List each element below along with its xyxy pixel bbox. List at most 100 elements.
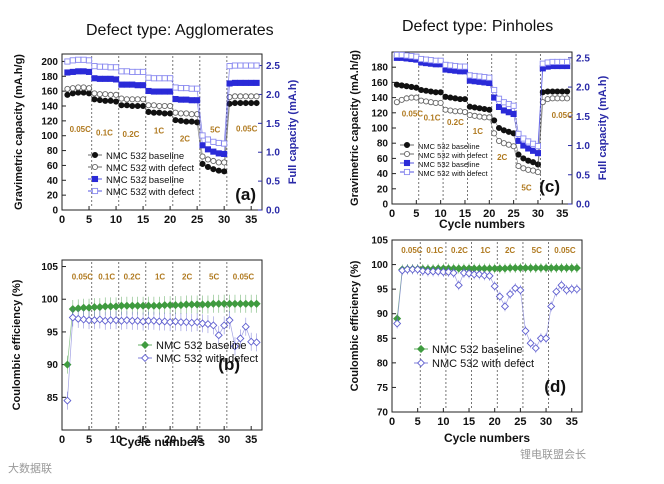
x-tick-label: 30 <box>218 214 230 226</box>
data-point <box>447 107 454 114</box>
data-point <box>107 64 114 71</box>
data-point <box>491 130 498 137</box>
watermark-left: 大数据联 <box>8 462 52 475</box>
x-tick-label: 5 <box>86 214 92 226</box>
data-point <box>247 299 256 308</box>
rate-label: 2C <box>182 273 192 282</box>
data-point <box>486 74 493 81</box>
data-point <box>534 169 541 176</box>
data-point <box>531 344 540 353</box>
data-point <box>182 300 191 309</box>
data-point <box>447 94 454 101</box>
data-point <box>75 68 82 75</box>
y-right-tick-label: 1.5 <box>266 119 280 130</box>
legend-marker <box>91 163 99 171</box>
data-point <box>134 102 141 110</box>
data-point <box>210 148 217 155</box>
rate-label: 0.2C <box>451 246 468 255</box>
legend-label: NMC 532 with defect <box>418 151 489 160</box>
y-right-tick-label: 2.5 <box>576 53 590 64</box>
y-tick-label: 95 <box>377 285 389 296</box>
data-point <box>68 313 77 322</box>
rate-label: 0.05C <box>72 273 94 282</box>
data-point <box>526 339 535 348</box>
data-point <box>525 166 532 173</box>
data-point <box>241 299 250 308</box>
data-point <box>134 82 141 89</box>
rate-label: 5C <box>210 126 220 135</box>
y-tick-label: 0 <box>382 200 388 211</box>
data-point <box>210 138 217 145</box>
data-point <box>437 57 444 64</box>
y-tick-label: 200 <box>41 57 58 68</box>
data-point <box>500 127 507 134</box>
data-point <box>134 68 141 75</box>
x-tick-label: 25 <box>191 214 203 226</box>
data-point <box>167 110 174 117</box>
data-point <box>85 68 93 75</box>
data-point <box>75 84 82 91</box>
data-point <box>79 315 88 324</box>
data-point <box>542 334 551 343</box>
data-point <box>230 299 240 308</box>
legend-label: NMC 532 baseline <box>106 175 184 186</box>
data-point <box>461 108 469 116</box>
plot-frame <box>391 239 583 413</box>
data-point <box>133 316 142 325</box>
data-point <box>167 88 174 95</box>
data-point <box>557 281 566 290</box>
rate-label: 0.05C <box>552 111 574 120</box>
data-point <box>248 93 255 100</box>
data-point <box>393 319 402 328</box>
y-tick-label: 70 <box>377 408 389 419</box>
data-point <box>188 97 195 104</box>
rate-label: 0.05C <box>554 246 576 255</box>
y-tick-label: 80 <box>47 146 59 157</box>
data-point <box>118 102 125 109</box>
rate-label: 1C <box>154 126 164 135</box>
data-point <box>107 91 114 98</box>
data-point <box>140 96 147 103</box>
rate-label: 1C <box>155 273 165 282</box>
plot-frame <box>61 53 263 211</box>
data-point <box>106 316 115 325</box>
y-right-tick-label: 1.0 <box>266 148 280 159</box>
rate-label: 0.1C <box>98 273 115 282</box>
data-point <box>167 102 174 110</box>
rate-label: 2C <box>497 153 507 162</box>
x-tick-label: 0 <box>389 416 395 428</box>
data-point <box>107 97 114 104</box>
data-point <box>393 99 400 106</box>
data-point <box>161 88 168 95</box>
data-point <box>471 112 478 119</box>
rate-label: 0.05C <box>70 125 92 134</box>
data-point <box>220 299 229 308</box>
rate-label: 0.05C <box>402 110 424 119</box>
data-point <box>140 68 147 75</box>
data-point <box>150 75 157 82</box>
y-tick-label: 90 <box>377 309 389 320</box>
y-tick-label: 180 <box>371 63 388 74</box>
data-point <box>486 106 493 113</box>
data-point <box>225 299 234 308</box>
data-point <box>161 102 168 110</box>
data-point <box>442 106 449 113</box>
x-tick-label: 15 <box>137 434 149 446</box>
data-point <box>480 271 489 280</box>
data-point <box>128 316 137 325</box>
x-tick-label: 20 <box>483 208 495 220</box>
data-point <box>199 153 206 160</box>
data-point <box>113 98 120 105</box>
legend-label: NMC 532 baseline <box>106 151 184 162</box>
data-point <box>113 76 120 83</box>
data-point <box>209 321 218 330</box>
legend-label: NMC 532 with defect <box>418 169 489 178</box>
data-point <box>471 104 478 111</box>
data-point <box>176 318 185 327</box>
data-point <box>177 85 184 92</box>
data-point <box>220 321 229 330</box>
data-point <box>182 318 191 327</box>
y-axis-label: Coulombic efficiency (%) <box>349 260 361 391</box>
x-tick-label: 25 <box>191 434 203 446</box>
